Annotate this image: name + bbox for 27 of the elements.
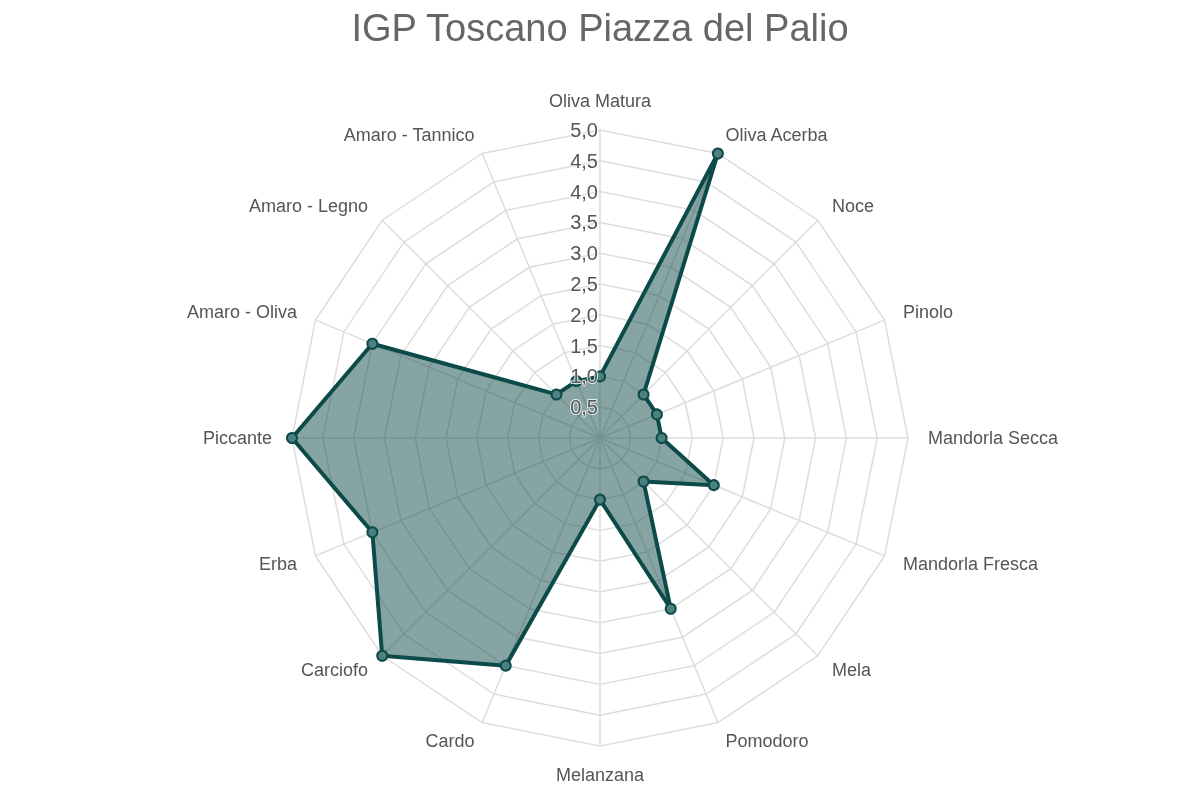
y-tick-label: 4,5 <box>570 149 598 172</box>
spoke-label: Oliva Acerba <box>725 124 829 145</box>
y-tick-label: 3,0 <box>570 242 598 265</box>
spoke-label: Mandorla Secca <box>928 428 1060 448</box>
y-tick-label: 4,0 <box>570 180 598 203</box>
y-tick-label: 2,0 <box>570 303 598 326</box>
y-tick-label: 1,0 <box>570 365 598 388</box>
y-tick-label: 5,0 <box>570 119 598 141</box>
spoke-label: Mandorla Fresca <box>903 553 1040 574</box>
spoke-label: Pinolo <box>903 302 954 323</box>
spoke-label: Amaro - Tannico <box>343 124 475 145</box>
spoke-label: Pomodoro <box>725 731 809 752</box>
spoke-label: Melanzana <box>555 765 646 785</box>
spoke-label: Piccante <box>202 428 272 448</box>
spoke-label: Amaro - Oliva <box>186 302 298 323</box>
y-tick-label: 3,5 <box>570 211 598 234</box>
spoke-label: Carciofo <box>301 659 369 680</box>
spoke-label: Erba <box>258 553 298 574</box>
spoke-label: Cardo <box>425 731 475 752</box>
spoke-label: Amaro - Legno <box>248 196 369 217</box>
y-tick-label: 1,5 <box>570 334 598 357</box>
y-tick-label: 0,5 <box>570 396 598 419</box>
spoke-label: Noce <box>831 196 874 217</box>
spoke-label: Mela <box>831 659 872 680</box>
chart-title: IGP Toscano Piazza del Palio <box>351 7 849 49</box>
spoke-label: Oliva Matura <box>548 91 652 111</box>
y-tick-label: 2,5 <box>570 273 598 295</box>
